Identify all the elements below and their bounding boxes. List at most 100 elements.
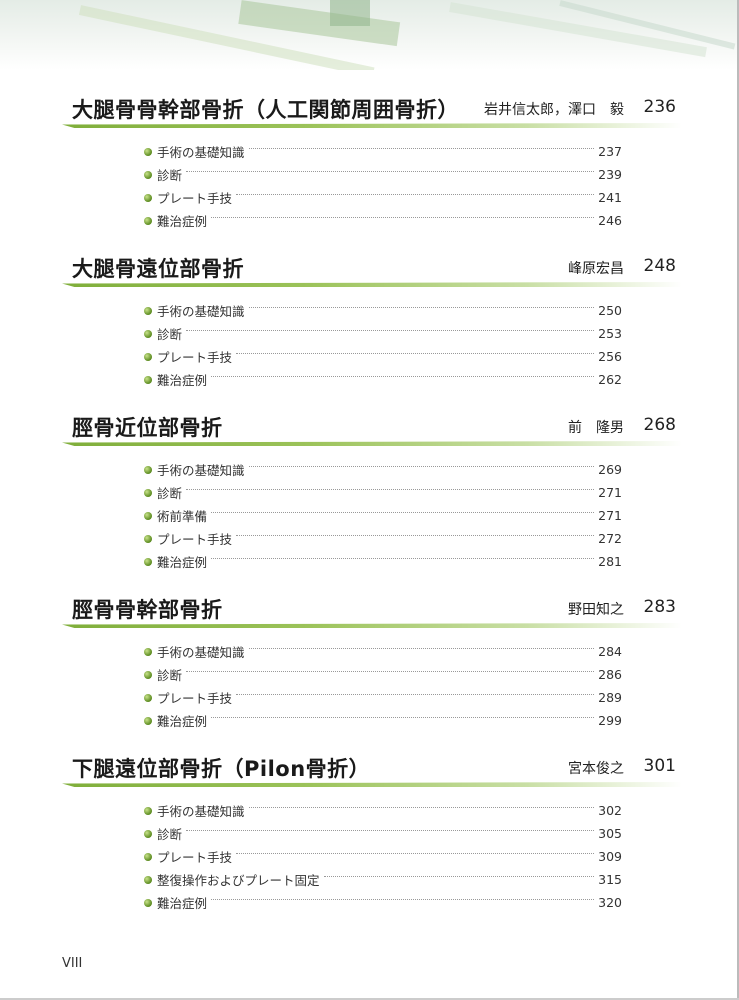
toc-item[interactable]: プレート手技 272 bbox=[144, 527, 622, 550]
toc-item[interactable]: 難治症例 246 bbox=[144, 209, 622, 232]
item-label: 手術の基礎知識 bbox=[157, 804, 245, 819]
toc-item[interactable]: 診断 253 bbox=[144, 322, 622, 345]
toc-section: 大腿骨遠位部骨折 峰原宏昌 248 手術の基礎知識 250 診断 253 プレー… bbox=[62, 251, 682, 391]
bullet-icon bbox=[144, 170, 152, 179]
leader-dots bbox=[186, 671, 595, 672]
item-page: 289 bbox=[598, 690, 622, 705]
item-label: 診断 bbox=[157, 486, 183, 501]
bullet-icon bbox=[144, 193, 152, 202]
section-heading[interactable]: 下腿遠位部骨折（Pilon骨折） 宮本俊之 301 bbox=[62, 751, 682, 799]
section-page: 301 bbox=[643, 756, 676, 776]
bullet-icon bbox=[144, 488, 152, 497]
bullet-icon bbox=[144, 306, 152, 315]
toc-item[interactable]: プレート手技 289 bbox=[144, 686, 622, 709]
toc-item[interactable]: 術前準備 271 bbox=[144, 504, 622, 527]
page-number: VIII bbox=[62, 956, 83, 971]
page-edge bbox=[737, 0, 739, 1000]
item-page: 246 bbox=[598, 213, 622, 228]
item-page: 302 bbox=[598, 803, 622, 818]
toc-item[interactable]: 難治症例 299 bbox=[144, 709, 622, 732]
toc-item[interactable]: 診断 271 bbox=[144, 481, 622, 504]
item-page: 271 bbox=[598, 508, 622, 523]
item-label: プレート手技 bbox=[157, 350, 233, 365]
item-label: 診断 bbox=[157, 827, 183, 842]
item-page: 281 bbox=[598, 554, 622, 569]
section-page: 283 bbox=[643, 597, 676, 617]
leader-dots bbox=[211, 217, 595, 218]
bullet-icon bbox=[144, 375, 152, 384]
item-page: 239 bbox=[598, 167, 622, 182]
leader-dots bbox=[248, 307, 595, 308]
toc-item[interactable]: 難治症例 320 bbox=[144, 891, 622, 914]
heading-underline bbox=[62, 441, 682, 446]
item-label: 難治症例 bbox=[157, 896, 208, 911]
section-heading[interactable]: 脛骨骨幹部骨折 野田知之 283 bbox=[62, 592, 682, 640]
section-heading[interactable]: 脛骨近位部骨折 前 隆男 268 bbox=[62, 410, 682, 458]
section-page: 248 bbox=[643, 256, 676, 276]
toc-item[interactable]: 整復操作およびプレート固定 315 bbox=[144, 868, 622, 891]
leader-dots bbox=[211, 558, 595, 559]
heading-underline bbox=[62, 782, 682, 787]
item-label: 術前準備 bbox=[157, 509, 208, 524]
toc-item[interactable]: 手術の基礎知識 250 bbox=[144, 299, 622, 322]
section-page: 268 bbox=[643, 415, 676, 435]
leader-dots bbox=[186, 171, 595, 172]
toc-section: 大腿骨骨幹部骨折（人工関節周囲骨折） 岩井信太郎，澤口 毅 236 手術の基礎知… bbox=[62, 92, 682, 232]
item-label: 手術の基礎知識 bbox=[157, 645, 245, 660]
toc-item[interactable]: 手術の基礎知識 237 bbox=[144, 140, 622, 163]
item-page: 253 bbox=[598, 326, 622, 341]
item-label: 難治症例 bbox=[157, 714, 208, 729]
section-heading[interactable]: 大腿骨遠位部骨折 峰原宏昌 248 bbox=[62, 251, 682, 299]
item-label: 診断 bbox=[157, 668, 183, 683]
bullet-icon bbox=[144, 693, 152, 702]
toc-item[interactable]: 難治症例 262 bbox=[144, 368, 622, 391]
banner-stripe bbox=[330, 0, 370, 26]
toc-section: 脛骨近位部骨折 前 隆男 268 手術の基礎知識 269 診断 271 術前準備… bbox=[62, 410, 682, 573]
toc-item[interactable]: 手術の基礎知識 284 bbox=[144, 640, 622, 663]
toc-item[interactable]: プレート手技 241 bbox=[144, 186, 622, 209]
item-page: 309 bbox=[598, 849, 622, 864]
item-label: 手術の基礎知識 bbox=[157, 304, 245, 319]
toc-item[interactable]: 診断 286 bbox=[144, 663, 622, 686]
item-page: 299 bbox=[598, 713, 622, 728]
item-page: 262 bbox=[598, 372, 622, 387]
leader-dots bbox=[211, 512, 595, 513]
bullet-icon bbox=[144, 829, 152, 838]
toc-item[interactable]: プレート手技 309 bbox=[144, 845, 622, 868]
leader-dots bbox=[248, 148, 595, 149]
section-heading[interactable]: 大腿骨骨幹部骨折（人工関節周囲骨折） 岩井信太郎，澤口 毅 236 bbox=[62, 92, 682, 140]
leader-dots bbox=[186, 830, 595, 831]
item-label: 診断 bbox=[157, 168, 183, 183]
toc-item[interactable]: 手術の基礎知識 269 bbox=[144, 458, 622, 481]
item-label: 難治症例 bbox=[157, 555, 208, 570]
section-author: 前 隆男 bbox=[568, 420, 624, 436]
bullet-icon bbox=[144, 534, 152, 543]
toc-item[interactable]: プレート手技 256 bbox=[144, 345, 622, 368]
table-of-contents: 大腿骨骨幹部骨折（人工関節周囲骨折） 岩井信太郎，澤口 毅 236 手術の基礎知… bbox=[62, 92, 682, 933]
bullet-icon bbox=[144, 557, 152, 566]
item-page: 286 bbox=[598, 667, 622, 682]
item-page: 271 bbox=[598, 485, 622, 500]
heading-underline bbox=[62, 123, 682, 128]
toc-item[interactable]: 診断 239 bbox=[144, 163, 622, 186]
bullet-icon bbox=[144, 352, 152, 361]
item-page: 272 bbox=[598, 531, 622, 546]
toc-item[interactable]: 手術の基礎知識 302 bbox=[144, 799, 622, 822]
item-label: プレート手技 bbox=[157, 532, 233, 547]
bullet-icon bbox=[144, 216, 152, 225]
toc-item[interactable]: 診断 305 bbox=[144, 822, 622, 845]
item-label: プレート手技 bbox=[157, 850, 233, 865]
section-author: 宮本俊之 bbox=[568, 761, 624, 777]
banner-stripe bbox=[238, 0, 401, 47]
section-page: 236 bbox=[643, 97, 676, 117]
leader-dots bbox=[248, 807, 595, 808]
leader-dots bbox=[211, 376, 595, 377]
leader-dots bbox=[211, 717, 595, 718]
leader-dots bbox=[323, 876, 595, 877]
leader-dots bbox=[248, 466, 595, 467]
item-page: 237 bbox=[598, 144, 622, 159]
section-title: 下腿遠位部骨折（Pilon骨折） bbox=[72, 757, 371, 781]
item-page: 269 bbox=[598, 462, 622, 477]
item-page: 320 bbox=[598, 895, 622, 910]
toc-item[interactable]: 難治症例 281 bbox=[144, 550, 622, 573]
